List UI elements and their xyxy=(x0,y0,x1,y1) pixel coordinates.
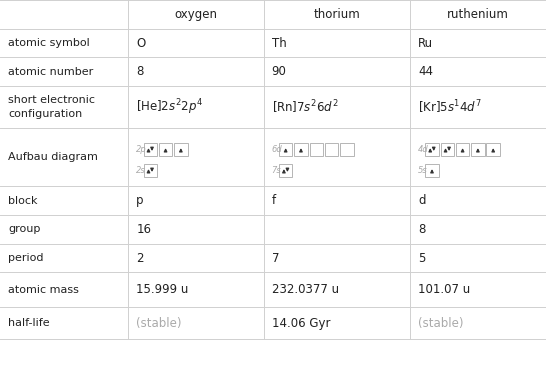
Bar xyxy=(144,143,157,156)
Bar xyxy=(279,143,293,156)
Text: atomic number: atomic number xyxy=(8,67,93,77)
Text: short electronic
configuration: short electronic configuration xyxy=(8,95,95,119)
Text: 90: 90 xyxy=(272,65,287,78)
Text: block: block xyxy=(8,196,38,206)
Text: 5: 5 xyxy=(418,251,425,265)
Text: 232.0377 u: 232.0377 u xyxy=(272,283,339,296)
Text: (stable): (stable) xyxy=(136,317,182,330)
Text: 6d: 6d xyxy=(272,145,282,154)
Text: 101.07 u: 101.07 u xyxy=(418,283,470,296)
Text: 16: 16 xyxy=(136,223,151,236)
Bar xyxy=(441,143,454,156)
Text: 8: 8 xyxy=(136,65,144,78)
Bar xyxy=(456,143,470,156)
Text: atomic symbol: atomic symbol xyxy=(8,38,90,48)
Bar xyxy=(325,143,339,156)
Text: 7: 7 xyxy=(272,251,279,265)
Text: 14.06 Gyr: 14.06 Gyr xyxy=(272,317,330,330)
Text: 2s: 2s xyxy=(136,166,146,175)
Bar xyxy=(174,143,188,156)
Text: 8: 8 xyxy=(418,223,425,236)
Bar xyxy=(144,164,157,177)
Text: (stable): (stable) xyxy=(418,317,464,330)
Text: 2: 2 xyxy=(136,251,144,265)
Text: $\rm [He]2\mathit{s}^22\mathit{p}^4$: $\rm [He]2\mathit{s}^22\mathit{p}^4$ xyxy=(136,97,203,117)
Bar xyxy=(159,143,173,156)
Text: oxygen: oxygen xyxy=(175,8,217,21)
Bar xyxy=(471,143,485,156)
Text: group: group xyxy=(8,224,40,234)
Text: Th: Th xyxy=(272,36,287,50)
Text: 4d: 4d xyxy=(418,145,429,154)
Text: O: O xyxy=(136,36,146,50)
Text: $\rm [Rn]7\mathit{s}^26\mathit{d}^2$: $\rm [Rn]7\mathit{s}^26\mathit{d}^2$ xyxy=(272,98,338,116)
Text: thorium: thorium xyxy=(313,8,360,21)
Bar xyxy=(294,143,308,156)
Text: d: d xyxy=(418,194,425,207)
Text: 2p: 2p xyxy=(136,145,147,154)
Bar xyxy=(425,143,439,156)
Text: Aufbau diagram: Aufbau diagram xyxy=(8,152,98,162)
Bar xyxy=(279,164,293,177)
Text: 44: 44 xyxy=(418,65,433,78)
Text: p: p xyxy=(136,194,144,207)
Text: 5s: 5s xyxy=(418,166,428,175)
Bar xyxy=(425,164,439,177)
Text: f: f xyxy=(272,194,276,207)
Bar xyxy=(486,143,500,156)
Bar xyxy=(310,143,323,156)
Text: period: period xyxy=(8,253,44,263)
Text: 7s: 7s xyxy=(272,166,282,175)
Text: ruthenium: ruthenium xyxy=(447,8,509,21)
Text: half-life: half-life xyxy=(8,318,50,328)
Text: atomic mass: atomic mass xyxy=(8,285,79,295)
Text: 15.999 u: 15.999 u xyxy=(136,283,189,296)
Text: $\rm [Kr]5\mathit{s}^14\mathit{d}^7$: $\rm [Kr]5\mathit{s}^14\mathit{d}^7$ xyxy=(418,98,482,116)
Bar xyxy=(340,143,354,156)
Text: Ru: Ru xyxy=(418,36,433,50)
